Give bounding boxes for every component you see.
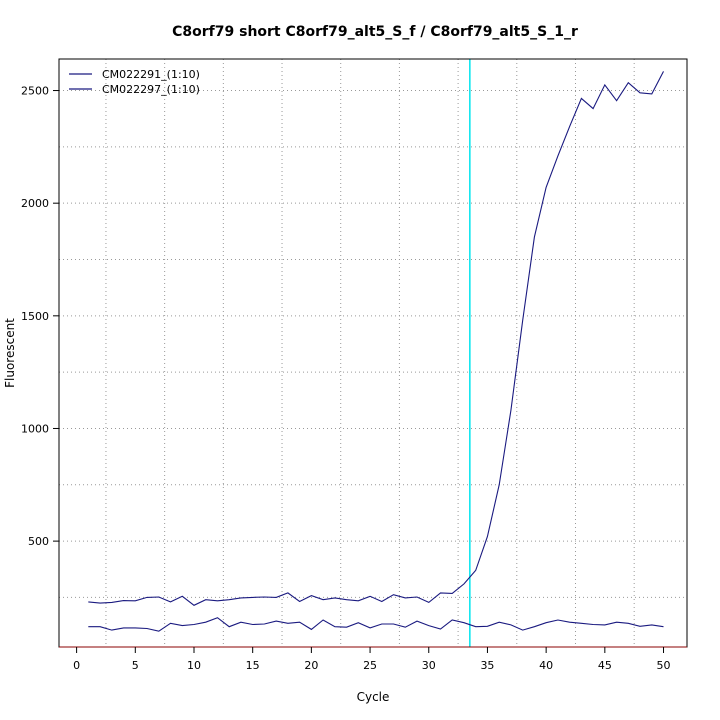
y-axis-label: Fluorescent: [3, 318, 17, 388]
grid: [59, 59, 687, 647]
y-tick-label: 1500: [21, 310, 49, 323]
y-tick-label: 2500: [21, 85, 49, 98]
x-tick-label: 10: [187, 659, 201, 672]
y-tick-label: 1000: [21, 422, 49, 435]
plot-frame: [58, 58, 688, 648]
series-lines: [88, 71, 664, 632]
x-tick-label: 50: [657, 659, 671, 672]
x-tick-label: 20: [304, 659, 318, 672]
y-tick-label: 2000: [21, 197, 49, 210]
x-tick-label: 0: [73, 659, 80, 672]
x-tick-label: 35: [480, 659, 494, 672]
x-tick-label: 40: [539, 659, 553, 672]
y-tick-label: 500: [28, 535, 49, 548]
x-axis-ticks: 0 5 10 15 20 25 30 35 40 45 50: [73, 647, 671, 672]
chart-title: C8orf79 short C8orf79_alt5_S_f / C8orf79…: [172, 24, 578, 40]
x-tick-label: 25: [363, 659, 377, 672]
x-axis-label: Cycle: [357, 690, 390, 704]
legend-label-cm022291: CM022291_(1:10): [102, 68, 200, 81]
y-axis-ticks: 500 1000 1500 2000 2500: [21, 85, 59, 548]
legend-label-cm022297: CM022297_(1:10): [102, 83, 200, 96]
x-tick-label: 45: [598, 659, 612, 672]
x-tick-label: 15: [246, 659, 260, 672]
x-tick-label: 5: [132, 659, 139, 672]
legend: CM022291_(1:10) CM022297_(1:10): [69, 68, 200, 96]
x-tick-label: 30: [422, 659, 436, 672]
series-line-1: [88, 617, 664, 632]
series-line-0: [88, 71, 664, 606]
